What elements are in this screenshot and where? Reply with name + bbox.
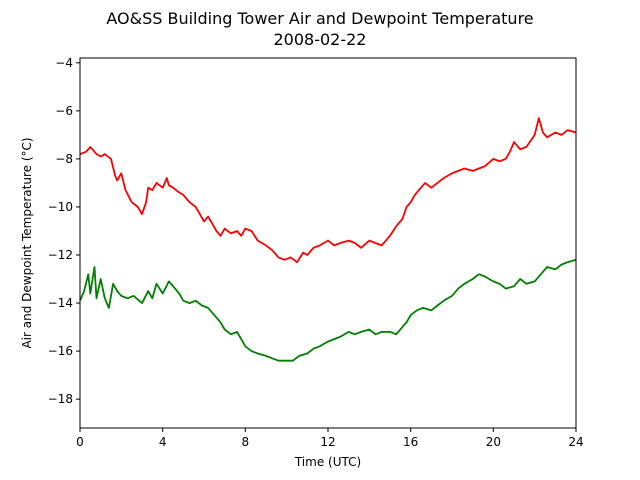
air-temperature-line xyxy=(79,117,577,264)
y-tick-label: −4 xyxy=(55,56,73,70)
x-tick-label: 4 xyxy=(159,435,167,449)
x-tick-label: 16 xyxy=(403,435,418,449)
x-tick-label: 8 xyxy=(242,435,250,449)
plot-area-frame xyxy=(79,57,577,429)
y-tick-label: −16 xyxy=(48,344,73,358)
x-tick-label: 12 xyxy=(320,435,335,449)
y-tick-label: −6 xyxy=(55,104,73,118)
y-tick-label: −10 xyxy=(48,200,73,214)
x-axis-label: Time (UTC) xyxy=(294,455,361,469)
chart-title: AO&SS Building Tower Air and Dewpoint Te… xyxy=(106,9,533,28)
x-tick-label: 20 xyxy=(486,435,501,449)
y-axis-label: Air and Dewpoint Temperature (°C) xyxy=(20,137,34,348)
series-layer xyxy=(79,117,577,362)
y-tick-label: −8 xyxy=(55,152,73,166)
x-tick-label: 24 xyxy=(568,435,583,449)
dewpoint-temperature-line xyxy=(79,258,577,362)
ticks-layer: 0 4 8 12 16 20 24 −18 −16 −14 −12 −10 −8 −6 −4 xyxy=(48,56,584,449)
y-tick-label: −18 xyxy=(48,392,73,406)
x-tick-label: 0 xyxy=(76,435,84,449)
y-tick-label: −12 xyxy=(48,248,73,262)
y-tick-label: −14 xyxy=(48,296,73,310)
chart-subtitle: 2008-02-22 xyxy=(274,30,367,49)
